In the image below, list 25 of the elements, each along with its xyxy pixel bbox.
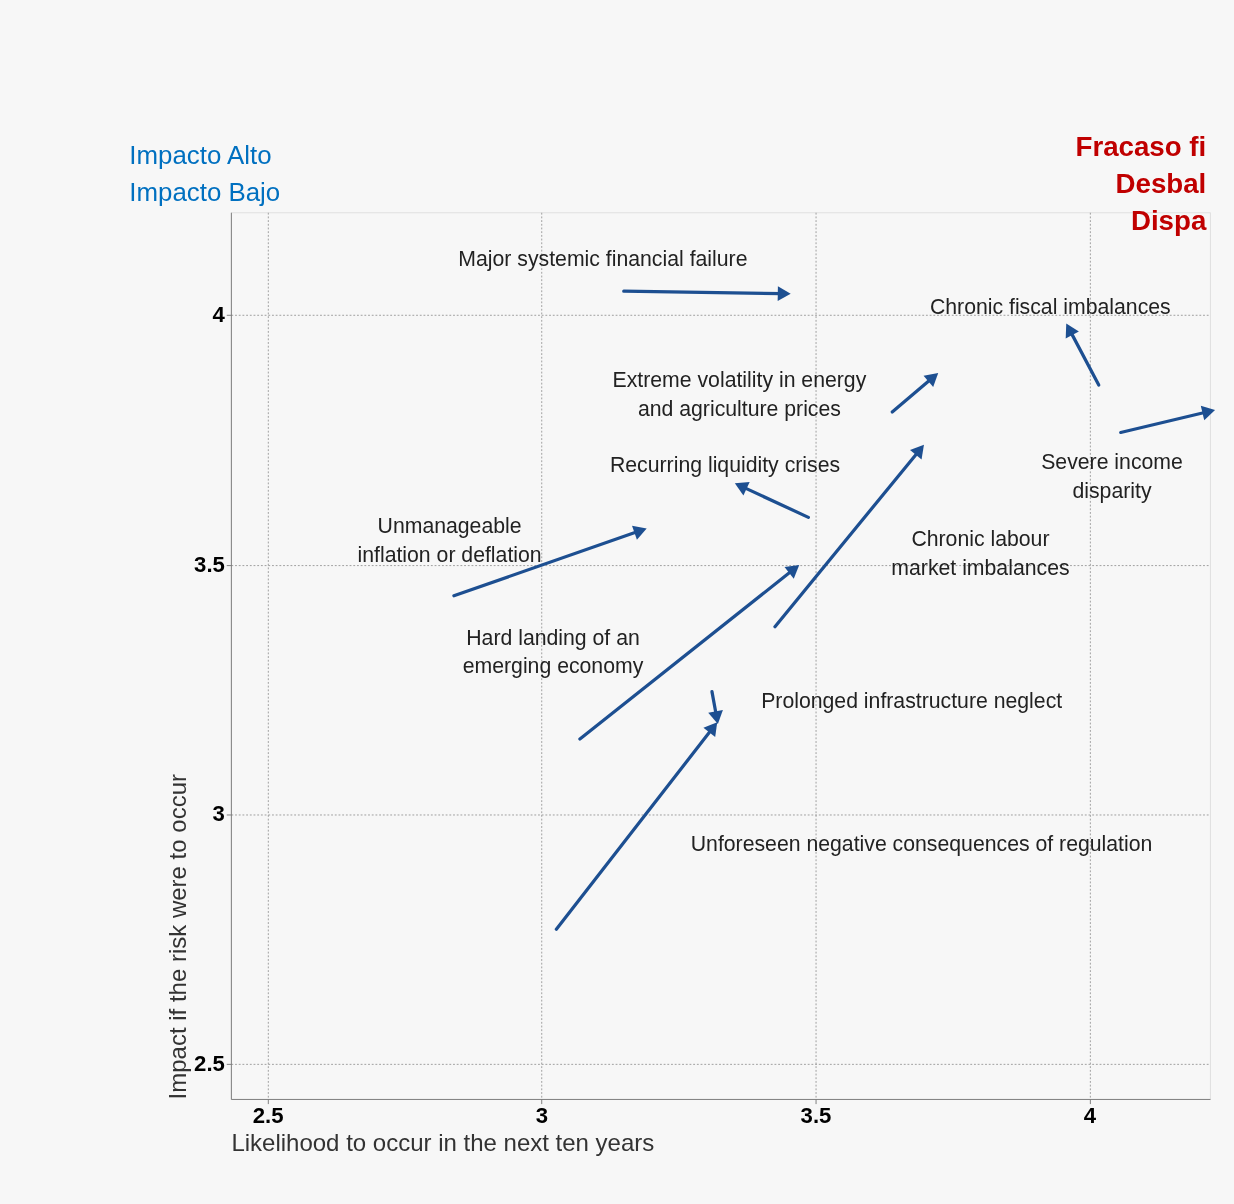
annotation: Recurring liquidity crises: [609, 453, 841, 478]
annotation: Severe income disparity: [1041, 450, 1183, 503]
x-tick-label: 2.5: [252, 1103, 284, 1129]
text: Fracaso fi: [1075, 130, 1207, 162]
y-tick-label: 3.5: [194, 551, 225, 577]
annotation: Extreme volatility in energy and agriculture prices: [612, 368, 867, 422]
y-tick-label: 2.5: [194, 1050, 225, 1076]
y-axis-title: Impact if the risk were to occur: [163, 774, 191, 1100]
x-axis-title: Likelihood to occur in the next ten years: [231, 1129, 655, 1157]
annotation: Hard landing of an emerging economy: [462, 625, 644, 679]
x-tick-label: 4: [1083, 1103, 1097, 1129]
text: Unforeseen negative consequences of regulation: [690, 832, 1153, 857]
x-tick-label: 3.5: [800, 1103, 832, 1129]
annotation: Dispa: [1130, 204, 1207, 236]
annotation: Major systemic financial failure: [458, 246, 748, 271]
series-label: Chronic labour market imbalances: [891, 527, 1070, 580]
annotation: Chronic fiscal imbalances: [929, 294, 1171, 319]
x-tick-label: 3: [535, 1103, 549, 1129]
text: Desbal: [1115, 167, 1207, 199]
y-tick-label: 4: [212, 302, 226, 328]
text: Impacto Alto: [129, 141, 272, 170]
y-tick-label: 3: [212, 801, 225, 827]
text: Impacto Bajo: [129, 178, 281, 207]
annotation: Prolonged infrastructure neglect: [761, 688, 1063, 713]
annotation: Unmanageable inflation or deflation: [357, 514, 542, 567]
